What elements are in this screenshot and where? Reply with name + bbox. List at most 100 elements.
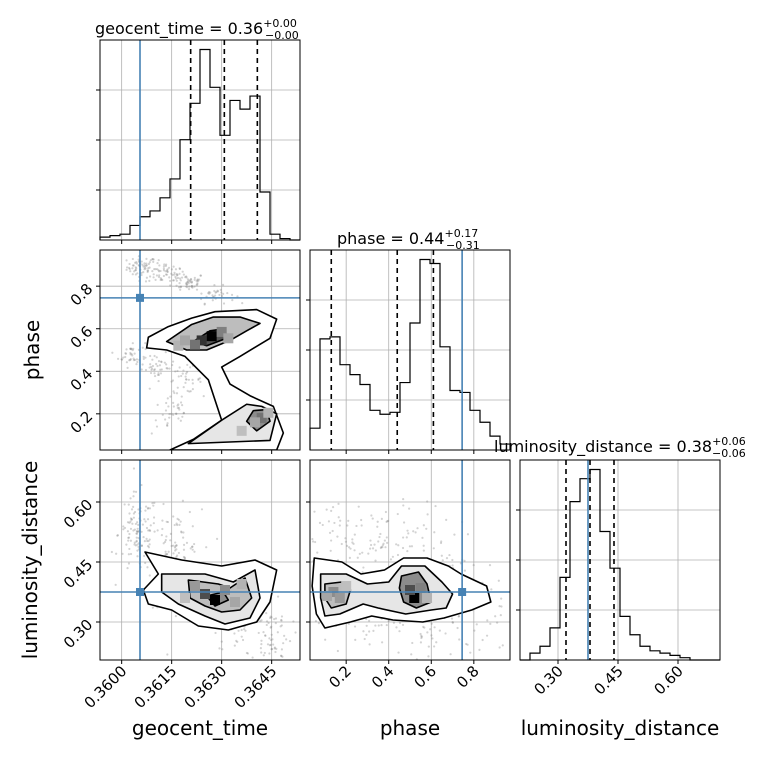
scatter-point: [126, 530, 130, 533]
scatter-point: [406, 529, 409, 532]
scatter-point: [371, 547, 375, 550]
density-cell-phase-vs-luminosity-distance-2: [415, 583, 426, 593]
scatter-point: [451, 620, 454, 624]
scatter-point: [188, 510, 191, 514]
xtick-label-geocent-time-0: 0.3600: [81, 662, 131, 712]
scatter-point: [211, 299, 214, 302]
density-cell-phase-vs-luminosity-distance-6: [422, 593, 433, 603]
scatter-point: [144, 505, 148, 508]
scatter-point: [140, 368, 143, 371]
scatter-point: [270, 633, 273, 636]
scatter-point: [159, 278, 162, 282]
density-cell-geocent-time-vs-luminosity-distance-4: [230, 597, 240, 607]
scatter-point: [216, 289, 219, 292]
scatter-point: [134, 261, 137, 264]
scatter-point: [153, 368, 156, 371]
ytick-label-phase-3: 0.8: [67, 280, 97, 310]
scatter-point: [143, 518, 146, 521]
scatter-point: [434, 504, 437, 508]
scatter-point: [328, 531, 332, 534]
scatter-point: [463, 569, 466, 572]
scatter-point: [146, 269, 150, 272]
scatter-point: [367, 552, 370, 555]
xtick-label-phase-2: 0.6: [411, 662, 441, 692]
scatter-point: [171, 360, 175, 363]
truth-marker-geocent-time-vs-phase: [136, 293, 144, 302]
scatter-point: [147, 262, 150, 266]
scatter-point: [205, 546, 208, 549]
scatter-point: [145, 537, 148, 540]
scatter-point: [280, 648, 284, 651]
scatter-point: [166, 424, 169, 427]
scatter-point: [148, 574, 151, 577]
scatter-point: [178, 267, 182, 270]
scatter-point: [168, 416, 171, 419]
scatter-point: [148, 387, 151, 390]
scatter-point: [440, 554, 443, 557]
scatter-point: [175, 284, 178, 287]
density-cell-geocent-time-vs-phase-5: [256, 413, 267, 424]
scatter-point: [265, 620, 269, 623]
scatter-point: [156, 373, 160, 377]
scatter-point: [377, 624, 380, 627]
scatter-point: [353, 533, 356, 536]
scatter-point: [351, 541, 354, 544]
scatter-point: [182, 548, 186, 551]
scatter-point: [189, 281, 192, 284]
scatter-point: [128, 532, 131, 536]
scatter-point: [145, 262, 148, 265]
scatter-point: [440, 540, 443, 543]
scatter-point: [266, 643, 270, 646]
density-cell-geocent-time-vs-phase-1: [196, 335, 207, 346]
scatter-point: [181, 270, 184, 273]
scatter-point: [203, 302, 206, 305]
scatter-point: [185, 275, 188, 278]
scatter-point: [269, 638, 273, 642]
scatter-point: [292, 620, 295, 623]
scatter-point: [270, 647, 274, 651]
ytick-label-luminosity-distance-0: 0.30: [60, 616, 96, 652]
scatter-point: [151, 270, 154, 273]
scatter-point: [385, 623, 388, 627]
scatter-point: [241, 302, 244, 305]
scatter-point: [178, 267, 181, 270]
scatter-point: [262, 654, 265, 657]
scatter-point: [165, 269, 169, 272]
scatter-point: [146, 270, 149, 274]
scatter-point: [267, 621, 270, 625]
scatter-point: [222, 302, 226, 305]
scatter-point: [344, 540, 348, 543]
scatter-point: [143, 554, 146, 558]
scatter-point: [199, 274, 202, 277]
scatter-point: [368, 630, 371, 633]
scatter-point: [420, 636, 423, 640]
scatter-point: [129, 527, 133, 530]
scatter-point: [168, 412, 171, 416]
scatter-point: [168, 367, 171, 370]
scatter-point: [193, 542, 196, 546]
scatter-point: [127, 266, 131, 269]
scatter-point: [160, 360, 163, 364]
scatter-point: [136, 555, 139, 558]
scatter-point: [182, 369, 185, 372]
scatter-point: [275, 647, 278, 650]
scatter-point: [162, 265, 166, 268]
scatter-point: [186, 278, 190, 281]
scatter-point: [148, 266, 151, 269]
scatter-point: [386, 519, 389, 523]
scatter-point: [136, 543, 139, 546]
scatter-point: [180, 374, 183, 378]
scatter-point: [389, 558, 393, 561]
scatter-point: [187, 287, 191, 291]
scatter-point: [142, 535, 145, 539]
scatter-point: [171, 279, 175, 282]
xlabel-luminosity-distance: luminosity_distance: [521, 716, 720, 740]
scatter-point: [184, 375, 187, 378]
ylabel-phase: phase: [20, 320, 44, 380]
scatter-point: [182, 555, 185, 559]
scatter-point: [215, 290, 218, 294]
scatter-point: [161, 278, 164, 282]
scatter-point: [164, 270, 167, 273]
truth-marker-geocent-time-vs-luminosity-distance: [136, 588, 144, 596]
scatter-point: [134, 269, 137, 272]
